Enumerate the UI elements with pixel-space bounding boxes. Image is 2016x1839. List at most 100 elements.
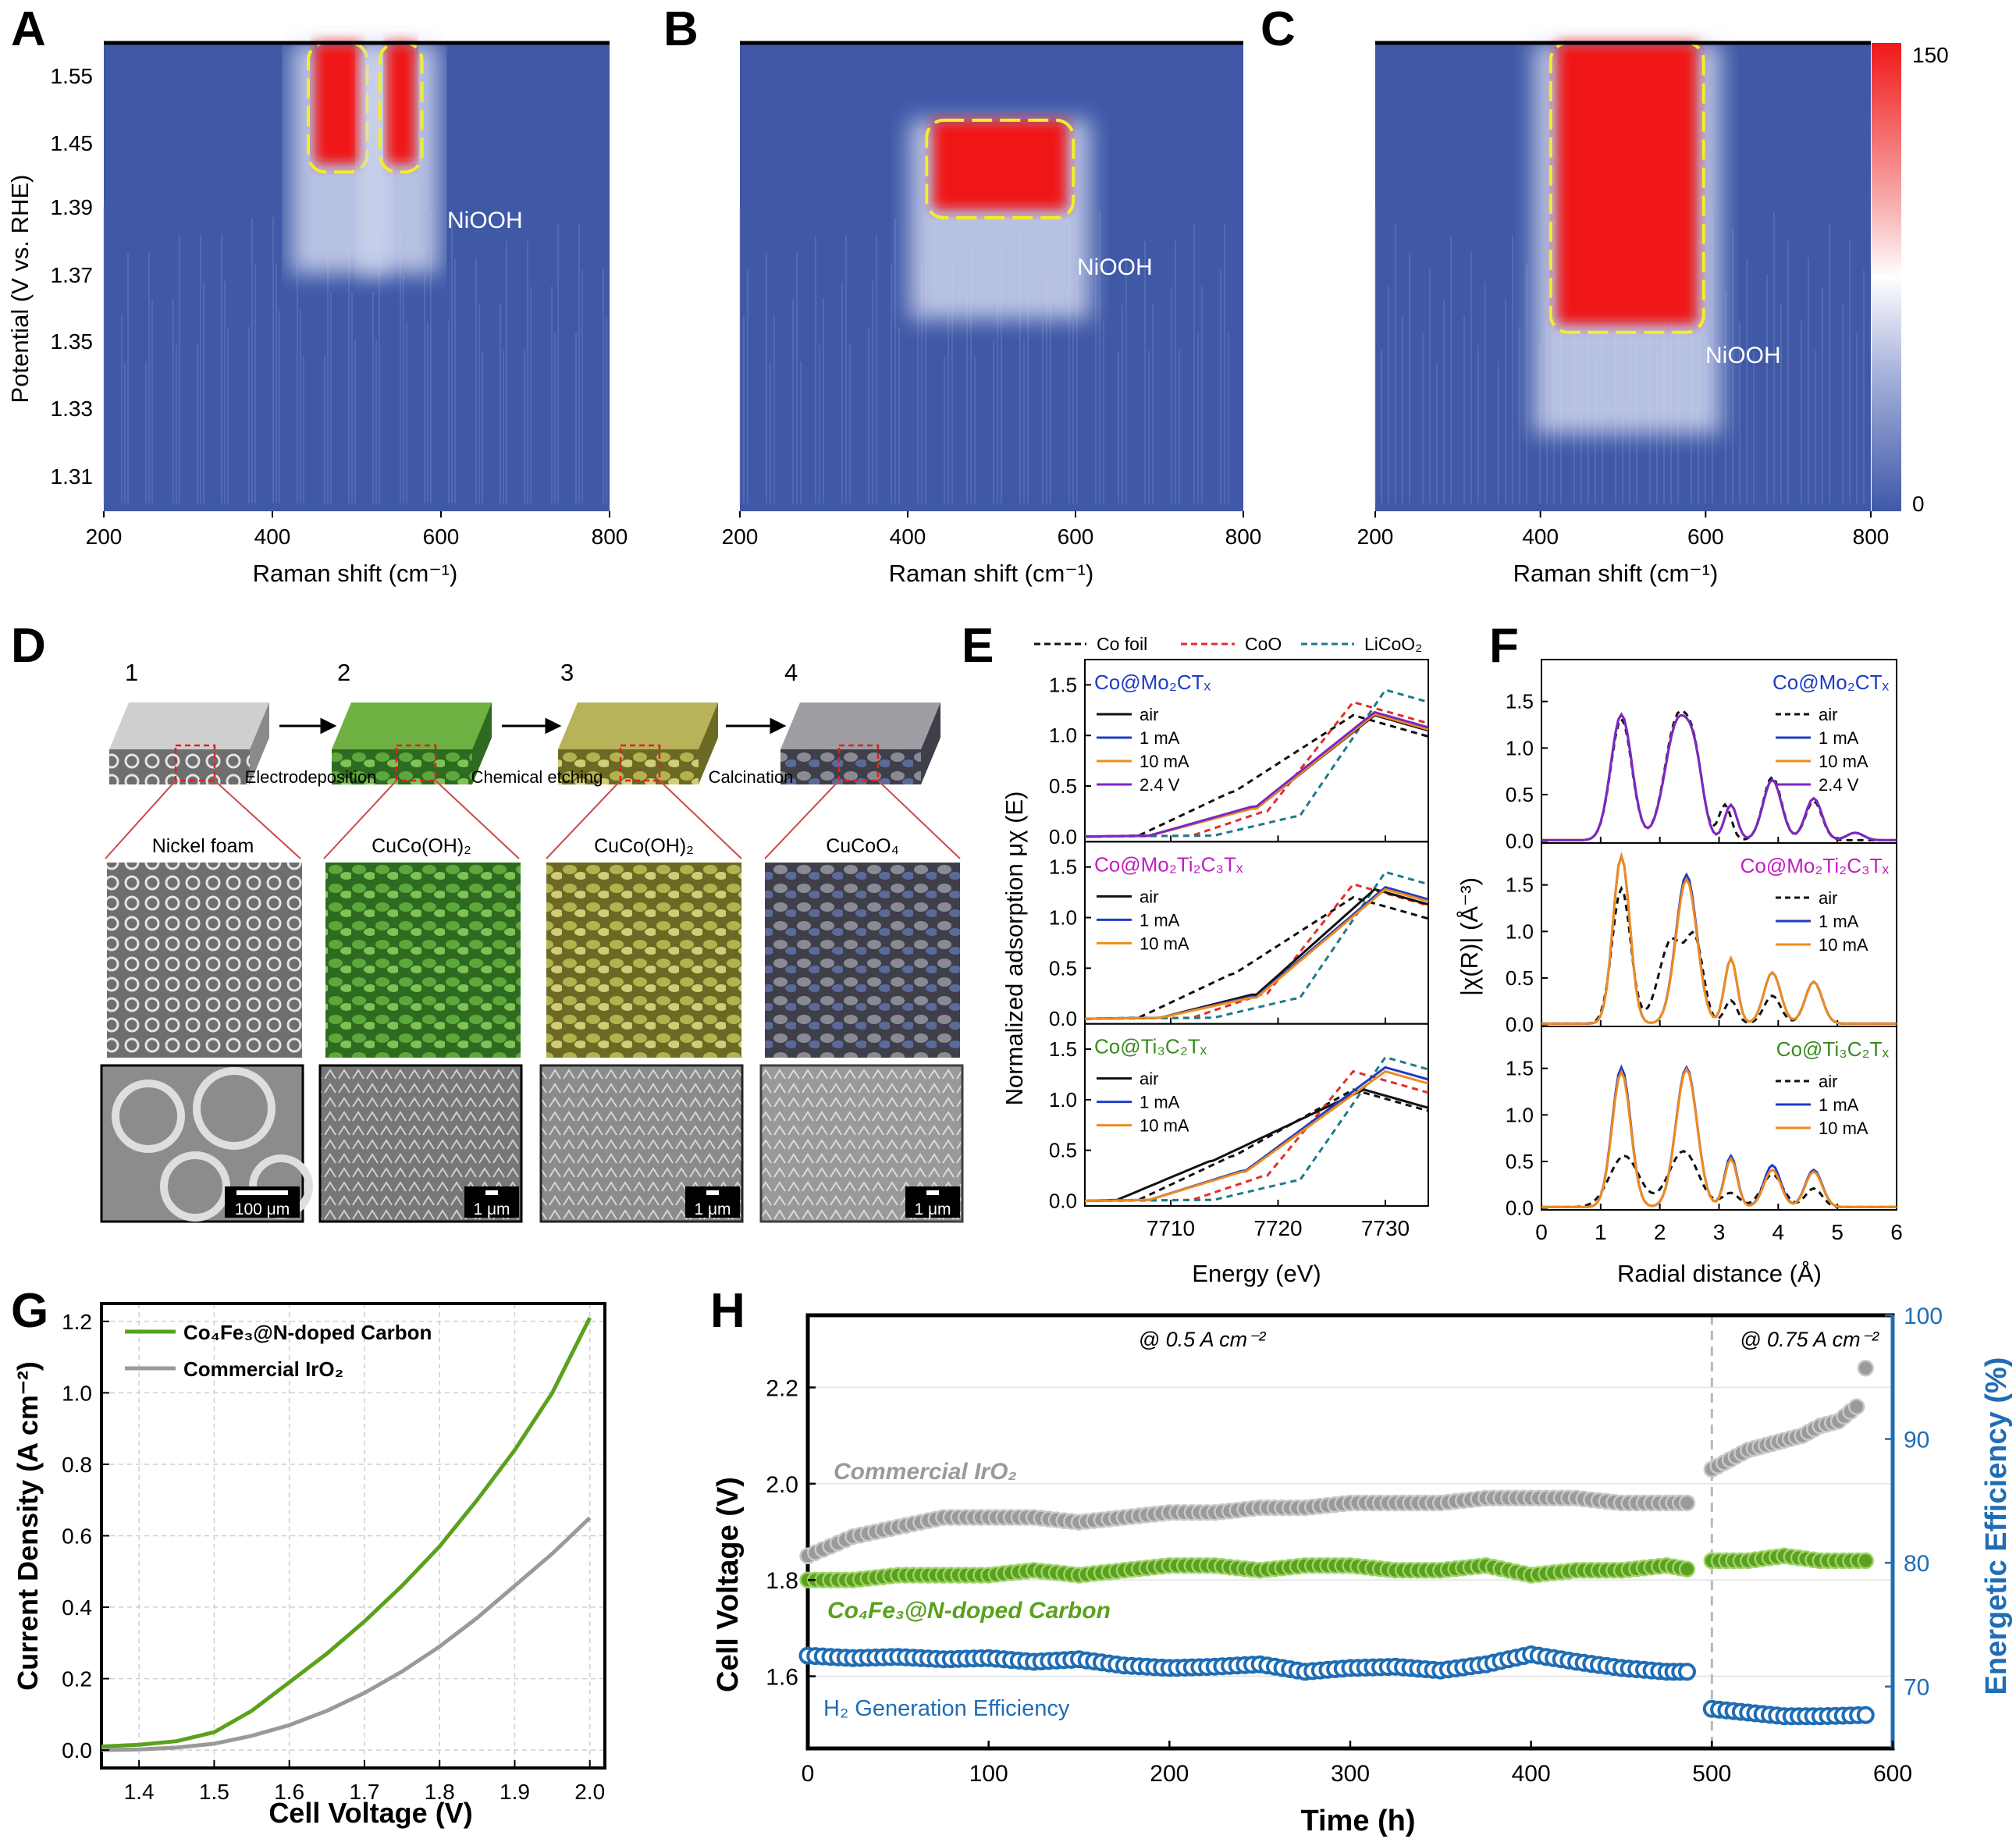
x-tick-label: 200 (86, 525, 123, 549)
panel-label-b: B (663, 2, 699, 56)
polarization-chart: 1.4 1.5 1.6 1.7 1.8 1.9 2.0 0.0 0.2 0.4 0.6 0.8 1.0 1… (62, 1302, 606, 1804)
x-tick-label: 600 (1873, 1761, 1912, 1787)
colorbar (1872, 43, 1901, 511)
x-tick-label: 1.5 (199, 1780, 229, 1804)
y-tick-label: 1.0 (1506, 736, 1534, 759)
x-tick-label: 7710 (1147, 1216, 1195, 1240)
y-tick-label: 1.0 (1049, 724, 1077, 747)
x-tick-label: 800 (1853, 525, 1890, 549)
y-tick-label: 1.0 (1506, 920, 1534, 943)
x-tick-label: 0 (1535, 1220, 1548, 1244)
data-point (1678, 1494, 1696, 1512)
y-tick-label: 0.2 (62, 1667, 92, 1691)
x-tick-label: 1 (1595, 1220, 1607, 1244)
xanes-xlabel: Energy (eV) (1192, 1260, 1321, 1287)
heatmap-b: 200 400 600 800 (722, 41, 1261, 549)
series-line (1084, 712, 1429, 838)
series-line (1541, 852, 1897, 1025)
legend-label: 1 mA (1819, 912, 1859, 931)
subplot-title: Co@Mo₂Ti₂C₃Tₓ (1094, 852, 1243, 876)
step-number: 3 (560, 659, 574, 686)
heatmap-a-ylabel: Potential (V vs. RHE) (6, 175, 34, 404)
y-tick-label: 0.5 (1506, 783, 1534, 806)
series-line (1084, 887, 1429, 1020)
legend-entry: Co foil (1097, 634, 1147, 654)
x-tick-label: 4 (1772, 1220, 1785, 1244)
legend-label: air (1140, 705, 1158, 724)
legend-label: air (1140, 887, 1158, 906)
series-line (1084, 895, 1429, 1020)
y-tick-label: 1.0 (1506, 1103, 1534, 1126)
y-tick-label: 1.6 (766, 1665, 798, 1691)
condition-label: @ 0.5 A cm⁻² (1139, 1328, 1267, 1351)
x-tick-label: 600 (423, 525, 460, 549)
legend-label: 10 mA (1819, 935, 1868, 955)
legend-entry: CoO (1245, 634, 1282, 654)
y2-tick-label: 100 (1904, 1304, 1943, 1329)
x-tick-label: 200 (1150, 1761, 1189, 1787)
y-tick-label: 1.5 (1506, 1057, 1534, 1080)
exafs-panel: 0.0 0.5 1.0 1.5 Co@Mo₂CTₓ air 1 mA 10 mA 2.4 V 0.… (1506, 659, 1903, 1244)
y-tick-label: 0.5 (1506, 1150, 1534, 1173)
y-tick-label: 0.5 (1506, 966, 1534, 990)
highlight-outline (925, 119, 1076, 219)
heatmap-b-xlabel: Raman shift (cm⁻¹) (889, 560, 1094, 587)
y-tick-label: 1.5 (1049, 1037, 1077, 1061)
legend-entry: LiCoO₂ (1364, 634, 1422, 654)
x-tick-label: 200 (1357, 525, 1394, 549)
heat-region (386, 43, 416, 165)
x-tick-label: 6 (1890, 1220, 1903, 1244)
heatmap-c-xlabel: Raman shift (cm⁻¹) (1513, 560, 1719, 587)
scale-bar-label: 100 μm (235, 1201, 290, 1218)
y-tick-label: 0.0 (1506, 1013, 1534, 1037)
y-tick-label: 0.6 (62, 1524, 92, 1549)
legend-label: 2.4 V (1140, 775, 1180, 795)
series-label: Co₄Fe₃@N-doped Carbon (827, 1598, 1111, 1624)
x-tick-label: 1.6 (274, 1780, 304, 1804)
y-tick-label: 1.8 (766, 1568, 798, 1594)
y-tick-label: 1.37 (51, 263, 94, 287)
y-tick-label: 0.8 (62, 1453, 92, 1477)
exafs-ylabel: |χ(R)| (Å⁻³) (1456, 877, 1483, 996)
y-tick-label: 1.5 (1049, 673, 1077, 696)
render-image (325, 863, 521, 1058)
x-tick-label: 200 (722, 525, 759, 549)
legend-label: air (1819, 888, 1837, 908)
heatmap-b-annotation: NiOOH (1077, 254, 1153, 280)
x-tick-label: 1.7 (349, 1780, 379, 1804)
series-line (1541, 885, 1897, 1025)
material-label: CuCo(OH)₂ (372, 835, 471, 857)
y2-tick-label: 80 (1904, 1551, 1929, 1577)
legend-label: 10 mA (1140, 1116, 1189, 1136)
polarization-xlabel: Cell Voltage (V) (268, 1797, 472, 1829)
y-tick-label: 1.5 (1506, 873, 1534, 897)
scale-bar-label: 1 μm (473, 1201, 510, 1218)
material-label: CuCo(OH)₂ (594, 835, 694, 857)
colorbar-min-label: 0 (1912, 492, 1925, 516)
y-tick-label: 1.45 (51, 131, 94, 155)
stability-chart: 0 100 200 300 400 500 600 1.6 1.8 2.0 2.2 70 80 90 100 (766, 1304, 1943, 1787)
data-point (1857, 1360, 1875, 1377)
scale-bar-label: 1 μm (694, 1201, 731, 1218)
y-tick-label: 0.5 (1049, 1139, 1077, 1162)
series-line (101, 1516, 592, 1752)
x-tick-label: 500 (1692, 1761, 1731, 1787)
x-tick-label: 600 (1058, 525, 1094, 549)
x-tick-label: 2 (1654, 1220, 1666, 1244)
x-tick-label: 300 (1331, 1761, 1370, 1787)
y-tick-label: 0.5 (1049, 956, 1077, 980)
series-label: H₂ Generation Efficiency (823, 1696, 1070, 1721)
render-image (107, 863, 302, 1058)
process-label: Electrodeposition (245, 767, 377, 787)
x-tick-label: 100 (969, 1761, 1008, 1787)
series-line (101, 1317, 592, 1748)
y-tick-label: 0.4 (62, 1595, 92, 1620)
y-tick-label: 1.0 (1049, 906, 1077, 930)
heat-region (1556, 43, 1698, 325)
subplot-title: Co@Ti₃C₂Tₓ (1094, 1035, 1207, 1058)
sample-block (780, 703, 940, 784)
x-tick-label: 400 (1522, 525, 1559, 549)
panel-label-c: C (1260, 2, 1296, 56)
x-tick-label: 3 (1713, 1220, 1726, 1244)
step-number: 1 (125, 659, 138, 686)
